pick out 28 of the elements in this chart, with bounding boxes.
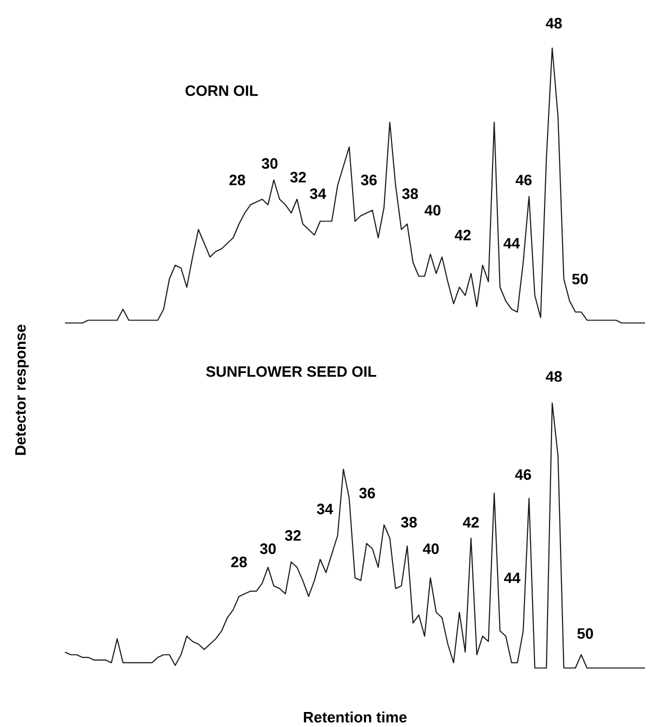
annotation: 46 (516, 174, 532, 186)
y-axis-title: Detector response (15, 324, 29, 455)
text: 48 (546, 371, 562, 382)
x-axis-title: Retention time (304, 711, 407, 722)
annotation: 44 (503, 238, 520, 248)
annotation: 28 (229, 174, 246, 186)
annotation: 44 (504, 572, 520, 584)
annotation: 42 (454, 230, 471, 240)
annotation: 30 (262, 158, 278, 169)
annotation: 34 (316, 504, 334, 514)
annotation: 32 (290, 172, 306, 183)
text: CORN OIL (186, 85, 258, 96)
annotation: 32 (284, 530, 301, 541)
annotation: 50 (572, 274, 588, 284)
annotation: 36 (359, 488, 375, 498)
annotation: 34 (310, 188, 326, 200)
annotation: 40 (422, 543, 439, 554)
annotation: 40 (424, 204, 440, 216)
annotation: 38 (402, 188, 418, 200)
text: 48 (546, 18, 562, 29)
annotation: 30 (260, 543, 276, 554)
chart-title: SUNFLOWER SEED OIL (206, 366, 376, 377)
annotation: 46 (515, 469, 531, 480)
annotation: 28 (231, 556, 247, 568)
annotation: 38 (400, 516, 417, 528)
annotation: 50 (577, 628, 593, 639)
annotation: 42 (462, 517, 479, 528)
annotation: 36 (360, 174, 377, 186)
